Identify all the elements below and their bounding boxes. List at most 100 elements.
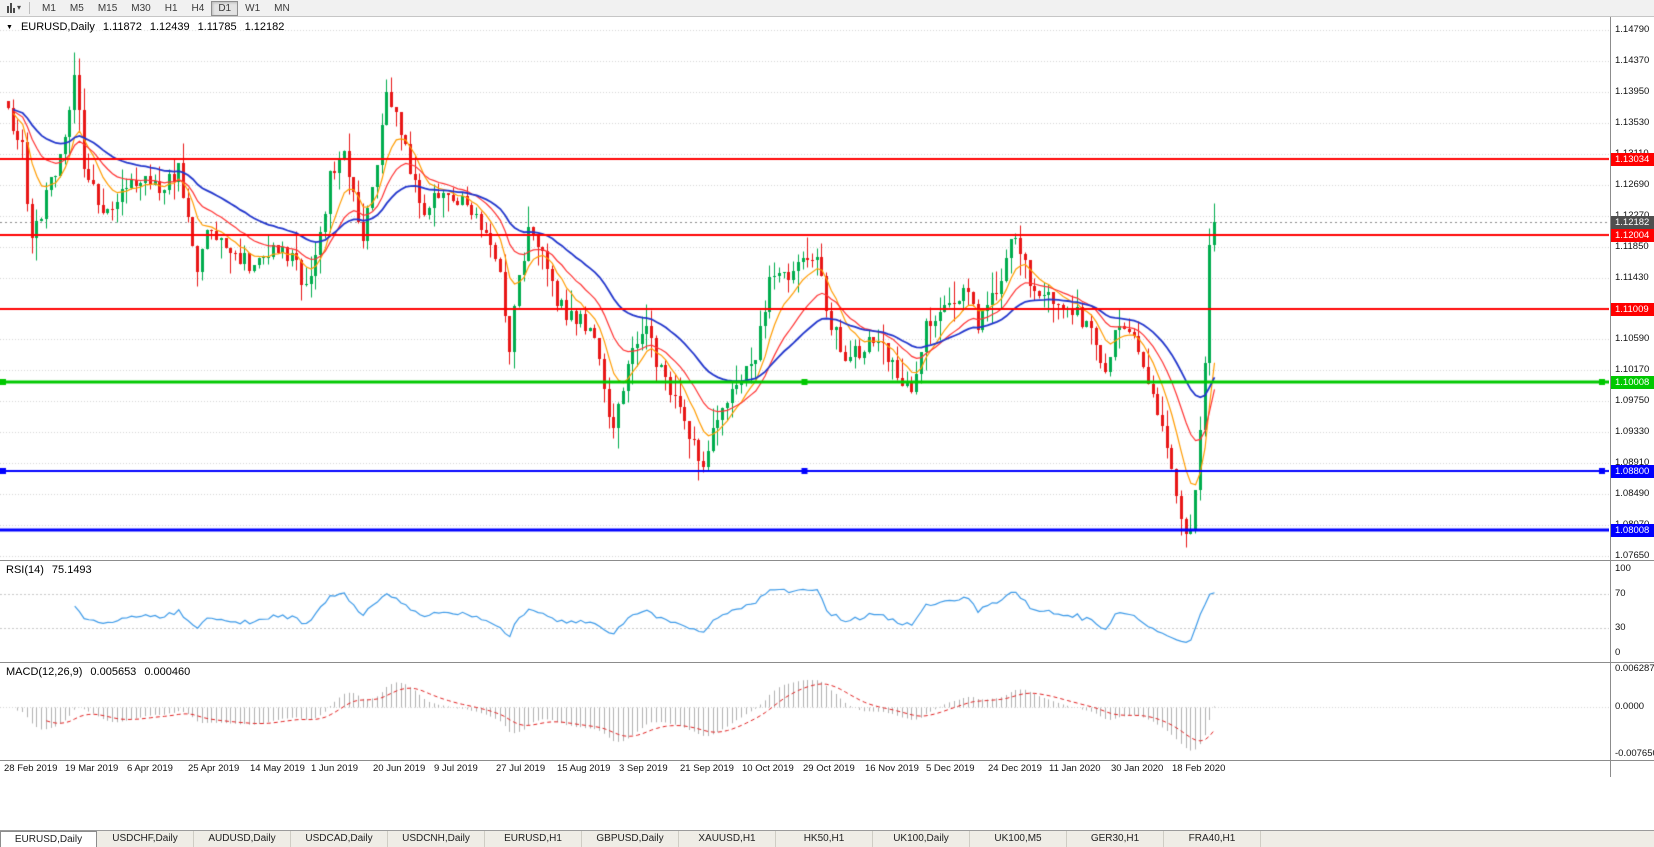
timeframe-button-m15[interactable]: M15	[97, 2, 118, 14]
price-scale-tick: 1.10170	[1615, 364, 1650, 375]
chart-tab-uk100-daily[interactable]: UK100,Daily	[873, 831, 970, 847]
macd-scale-tick: 0.006287	[1615, 663, 1654, 674]
macd-scale-tick: -0.007650	[1615, 748, 1654, 759]
price-scale-tick: 1.13530	[1615, 117, 1650, 128]
time-scale-label: 14 May 2019	[250, 763, 305, 774]
toolbar-separator	[29, 2, 31, 14]
price-level-tag: 1.12004	[1611, 229, 1654, 242]
chart-workspace: ▼ EURUSD,Daily 1.11872 1.12439 1.11785 1…	[0, 17, 1654, 830]
high-price: 1.12439	[149, 21, 190, 33]
timeframe-button-h1[interactable]: H1	[164, 2, 178, 14]
time-scale-label: 9 Jul 2019	[434, 763, 478, 774]
time-scale-label: 30 Jan 2020	[1111, 763, 1164, 774]
time-scale-label: 19 Mar 2019	[65, 763, 119, 774]
time-scale-label: 6 Apr 2019	[127, 763, 173, 774]
macd-signal-value: 0.000460	[144, 666, 191, 678]
time-scale-label: 25 Apr 2019	[188, 763, 240, 774]
macd-indicator-canvas[interactable]	[0, 663, 1609, 760]
one-click-trading-arrow-icon[interactable]: ▼	[6, 23, 13, 31]
panel-divider[interactable]	[0, 560, 1654, 561]
rsi-indicator-canvas[interactable]	[0, 561, 1609, 662]
panel-divider[interactable]	[0, 662, 1654, 663]
chart-tab-ger30-h1[interactable]: GER30,H1	[1067, 831, 1164, 847]
price-scale-tick: 1.08490	[1615, 488, 1650, 499]
time-scale-label: 5 Dec 2019	[926, 763, 975, 774]
timeframe-button-mn[interactable]: MN	[274, 2, 290, 14]
rsi-label: RSI(14)	[6, 564, 44, 576]
close-price: 1.12182	[244, 21, 285, 33]
chart-tab-uk100-m5[interactable]: UK100,M5	[970, 831, 1067, 847]
timeframe-button-m5[interactable]: M5	[69, 2, 84, 14]
price-scale[interactable]: 1.147901.143701.139501.135301.131101.126…	[1610, 17, 1654, 777]
rsi-header: RSI(14) 75.1493	[6, 564, 92, 576]
timeframe-button-d1[interactable]: D1	[211, 0, 239, 16]
chart-tab-eurusd-h1[interactable]: EURUSD,H1	[485, 831, 582, 847]
macd-header: MACD(12,26,9) 0.005653 0.000460	[6, 666, 190, 678]
chart-tab-hk50-h1[interactable]: HK50,H1	[776, 831, 873, 847]
chart-tabs-bar: EURUSD,Daily USDCHF,Daily AUDUSD,Daily USDC…	[0, 830, 1654, 847]
price-scale-tick: 1.14790	[1615, 24, 1650, 35]
chart-type-button[interactable]: ▾	[4, 1, 24, 16]
time-scale-label: 29 Oct 2019	[803, 763, 855, 774]
chart-tab-xauusd-h1[interactable]: XAUUSD,H1	[679, 831, 776, 847]
chart-tab-eurusd-daily[interactable]: EURUSD,Daily	[0, 831, 97, 847]
price-scale-tick: 1.08910	[1615, 457, 1650, 468]
time-scale-label: 27 Jul 2019	[496, 763, 546, 774]
price-level-tag: 1.13034	[1611, 153, 1654, 166]
time-scale-label: 1 Jun 2019	[311, 763, 359, 774]
price-level-tag: 1.10008	[1611, 376, 1654, 389]
rsi-scale-tick: 0	[1615, 647, 1621, 658]
chart-title: ▼ EURUSD,Daily 1.11872 1.12439 1.11785 1…	[6, 21, 284, 33]
chart-tab-usdcnh-daily[interactable]: USDCNH,Daily	[388, 831, 485, 847]
dropdown-caret-icon: ▾	[17, 3, 22, 12]
time-scale-label: 11 Jan 2020	[1049, 763, 1101, 774]
price-scale-tick: 1.11430	[1615, 272, 1649, 283]
price-level-tag: 1.11009	[1611, 303, 1654, 316]
time-scale-label: 28 Feb 2019	[4, 763, 58, 774]
timeframe-button-m1[interactable]: M1	[42, 2, 56, 14]
price-scale-tick: 1.09750	[1615, 395, 1650, 406]
price-scale-tick: 1.09330	[1615, 426, 1650, 437]
open-price: 1.11872	[102, 21, 142, 33]
chart-tab-fra40-h1[interactable]: FRA40,H1	[1164, 831, 1261, 847]
macd-main-value: 0.005653	[90, 666, 137, 678]
price-level-tag: 1.08800	[1611, 465, 1654, 478]
time-scale-label: 18 Feb 2020	[1172, 763, 1226, 774]
price-scale-tick: 1.13950	[1615, 86, 1650, 97]
price-chart-canvas[interactable]	[0, 17, 1609, 560]
price-scale-tick: 1.07650	[1615, 550, 1650, 561]
time-scale-label: 20 Jun 2019	[373, 763, 426, 774]
chart-tab-usdchf-daily[interactable]: USDCHF,Daily	[97, 831, 194, 847]
chart-symbol-label: EURUSD,Daily	[20, 21, 95, 33]
macd-label: MACD(12,26,9)	[6, 666, 83, 678]
candlestick-chart-icon	[7, 3, 15, 13]
time-scale[interactable]: 28 Feb 2019 19 Mar 2019 6 Apr 2019 25 Apr 2…	[0, 761, 1610, 777]
price-scale-tick: 1.11850	[1615, 241, 1649, 252]
timeframe-toolbar: M1 M5 M15 M30 H1 H4 D1 W1 MN	[35, 0, 297, 16]
price-level-tag: 1.08008	[1611, 524, 1654, 537]
rsi-scale-tick: 70	[1615, 588, 1626, 599]
time-scale-label: 16 Nov 2019	[865, 763, 919, 774]
time-scale-label: 24 Dec 2019	[988, 763, 1042, 774]
rsi-scale-tick: 100	[1615, 563, 1631, 574]
chart-tab-gbpusd-daily[interactable]: GBPUSD,Daily	[582, 831, 679, 847]
time-scale-label: 10 Oct 2019	[742, 763, 794, 774]
top-toolbar: ▾ M1 M5 M15 M30 H1 H4 D1 W1 MN	[0, 0, 1654, 17]
price-scale-tick: 1.10590	[1615, 333, 1650, 344]
macd-scale-tick: 0.0000	[1615, 701, 1645, 712]
price-scale-tick: 1.12690	[1615, 179, 1650, 190]
time-scale-label: 15 Aug 2019	[557, 763, 611, 774]
timeframe-button-h4[interactable]: H4	[191, 2, 205, 14]
timeframe-button-w1[interactable]: W1	[245, 2, 261, 14]
chart-tab-audusd-daily[interactable]: AUDUSD,Daily	[194, 831, 291, 847]
chart-tab-usdcad-daily[interactable]: USDCAD,Daily	[291, 831, 388, 847]
rsi-value: 75.1493	[51, 564, 92, 576]
rsi-scale-tick: 30	[1615, 622, 1626, 633]
current-price-tag: 1.12182	[1611, 216, 1654, 229]
timeframe-button-m30[interactable]: M30	[131, 2, 151, 14]
time-scale-divider	[0, 760, 1654, 761]
price-scale-tick: 1.12270	[1611, 210, 1654, 222]
price-scale-tick: 1.14370	[1615, 55, 1650, 66]
low-price: 1.11785	[197, 21, 237, 33]
